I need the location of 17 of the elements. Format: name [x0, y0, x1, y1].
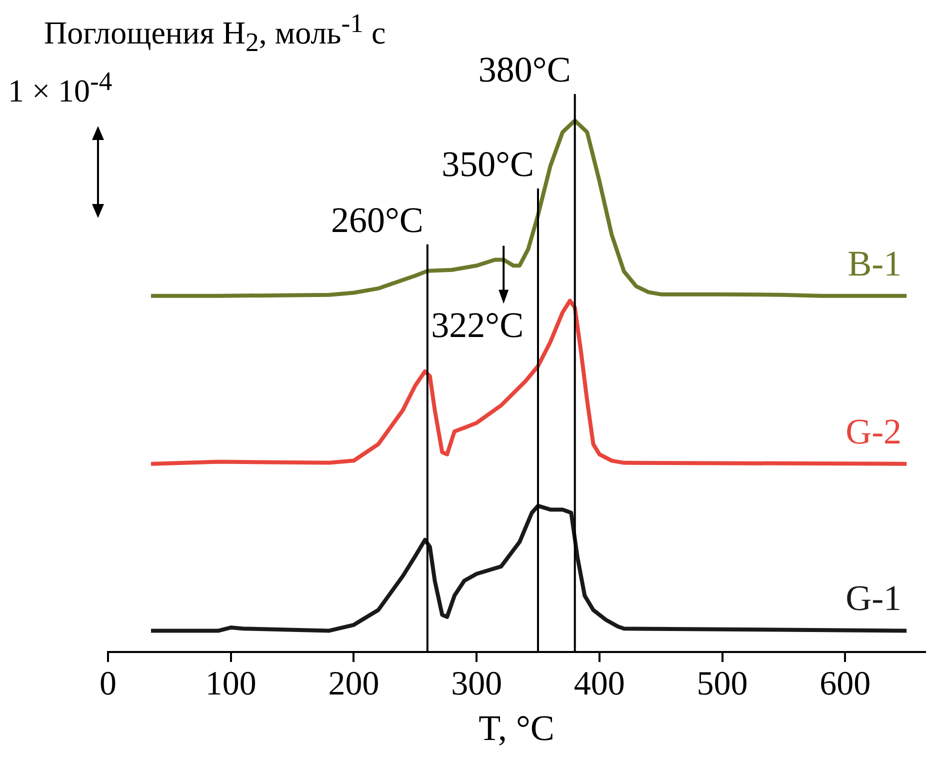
x-tick-label: 200: [328, 665, 380, 702]
x-axis-title: T, °C: [478, 708, 554, 748]
x-tick-label: 500: [696, 665, 748, 702]
x-tick-label: 100: [205, 665, 256, 702]
x-tick-label: 400: [574, 665, 625, 702]
y-axis-title: Поглощения H$_{2}$, моль$^{-1}$ с: [44, 8, 386, 58]
series-label: G-2: [846, 411, 902, 452]
ref-line-label: 350°C: [442, 144, 534, 184]
ref-line-label: 380°C: [478, 49, 571, 90]
series-label: B-1: [848, 243, 902, 284]
x-tick-label: 600: [820, 665, 871, 702]
x-tick-label: 0: [100, 665, 116, 702]
text: 1 × 10$^{-4}$: [8, 66, 112, 110]
ref-line-label: 260°C: [331, 200, 424, 240]
series-label: G-1: [846, 578, 902, 618]
x-tick-label: 300: [451, 665, 502, 702]
annotation: 322°C: [431, 305, 524, 346]
